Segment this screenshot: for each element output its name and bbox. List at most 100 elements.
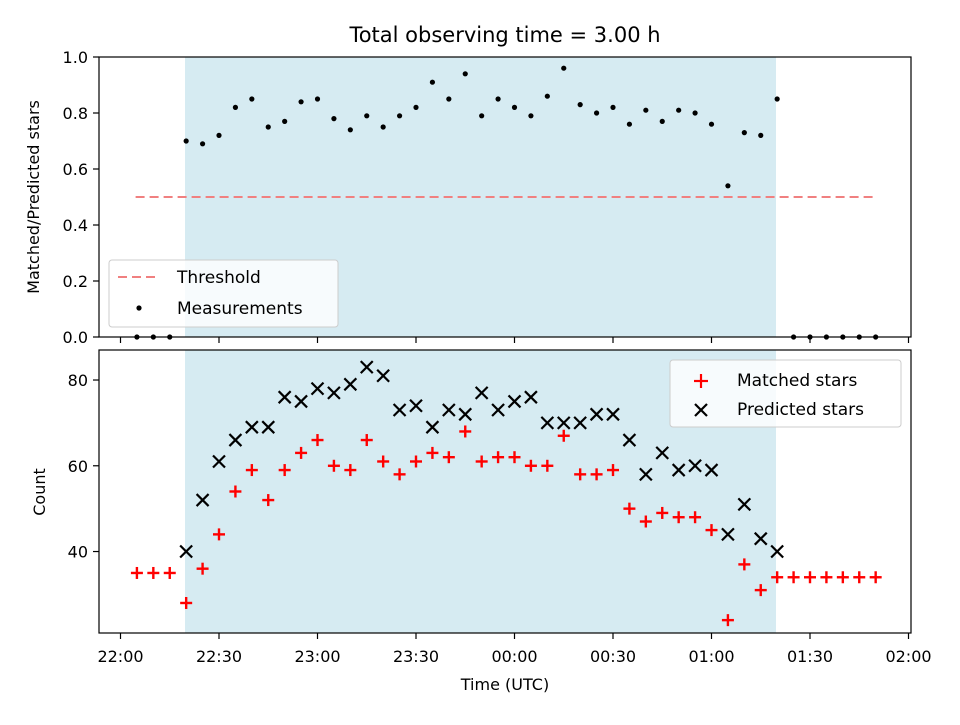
x-tick-label: 02:00 [885, 647, 931, 666]
predicted-star-point [704, 463, 719, 477]
predicted-star-point [507, 394, 522, 409]
measurement-point [380, 124, 386, 130]
count-points [130, 360, 882, 627]
matched-star-point [574, 468, 587, 481]
matched-star-point [607, 464, 619, 477]
predicted-star-point [737, 497, 752, 512]
matched-star-point [229, 485, 242, 498]
top-y-ticks: 0.0 0.2 0.4 0.6 0.8 1.0 [63, 48, 99, 347]
matched-star-point [590, 468, 603, 481]
measurement-point [544, 93, 550, 99]
top-y-tick-label: 0.6 [63, 160, 88, 179]
predicted-star-point [376, 368, 390, 383]
measurement-point [282, 118, 288, 124]
predicted-star-point [228, 433, 243, 447]
bottom-legend-box [669, 359, 902, 428]
predicted-star-point [458, 407, 473, 422]
bottom-legend: Matched stars Predicted stars [669, 359, 902, 428]
bottom-y-axis-label: Count [30, 468, 49, 516]
matched-star-point [853, 571, 866, 584]
matched-star-point [820, 571, 833, 584]
matched-star-point [738, 558, 751, 571]
measurement-point [626, 121, 633, 127]
predicted-star-point [409, 398, 423, 413]
bottom-x-ticks: 22:00 22:30 23:00 23:30 00:00 00:30 01:00 01:30… [97, 633, 932, 666]
bottom-y-tick-label: 40 [68, 543, 88, 562]
measurement-point [708, 121, 715, 127]
predicted-star-point [721, 527, 735, 542]
measurement-point [511, 104, 518, 110]
predicted-star-point [474, 386, 489, 400]
measurement-points [134, 65, 879, 340]
x-tick-label: 22:30 [196, 647, 242, 666]
x-axis-label: Time (UTC) [460, 675, 549, 694]
matched-star-point [295, 446, 308, 459]
predicted-star-point [343, 377, 358, 392]
measurement-point [479, 113, 485, 119]
matched-star-point [524, 459, 537, 472]
matched-star-point [163, 566, 176, 579]
bottom-y-ticks: 40 60 80 [68, 371, 99, 562]
x-tick-label: 01:00 [688, 647, 734, 666]
legend-matched-swatch [694, 374, 708, 388]
predicted-star-point [294, 394, 308, 409]
predicted-star-point [327, 386, 341, 400]
top-y-tick-label: 0.2 [63, 272, 88, 291]
chart-title: Total observing time = 3.00 h [348, 23, 660, 47]
bottom-panel: 40 60 80 22:00 22:30 23:00 23:30 00:00 00:30 01:… [30, 349, 932, 694]
top-x-ticks [119, 337, 910, 343]
top-legend: Threshold Measurements [108, 259, 339, 328]
legend-threshold-label: Threshold [176, 268, 261, 288]
matched-star-point [459, 425, 472, 438]
predicted-star-point [310, 381, 325, 396]
matched-star-point [541, 459, 554, 472]
matched-star-point [147, 566, 160, 579]
matched-star-point [492, 451, 505, 464]
measurement-point [249, 96, 255, 102]
top-legend-box [108, 259, 339, 328]
predicted-star-point [540, 416, 555, 430]
bottom-y-tick-label: 80 [68, 371, 88, 390]
matched-star-point [804, 571, 816, 584]
matched-star-point [196, 562, 209, 575]
matched-star-point [262, 494, 275, 507]
matched-star-point [377, 455, 390, 468]
measurement-point [265, 124, 271, 130]
x-tick-label: 23:00 [294, 647, 340, 666]
top-y-tick-label: 1.0 [63, 48, 88, 67]
predicted-star-point [359, 360, 374, 374]
matched-star-point [754, 584, 767, 597]
predicted-star-point [425, 420, 440, 434]
measurement-point [331, 116, 337, 122]
x-tick-label: 01:30 [787, 647, 833, 666]
predicted-star-point [556, 416, 571, 430]
measurement-point [659, 118, 665, 124]
legend-measurements-label: Measurements [177, 299, 303, 319]
matched-star-point [130, 566, 143, 579]
matched-star-point [245, 464, 258, 477]
bottom-axes-frame [98, 349, 912, 634]
measurement-point [528, 113, 534, 119]
predicted-star-point [491, 403, 505, 417]
predicted-star-point [671, 463, 686, 477]
x-tick-label: 23:30 [393, 647, 439, 666]
x-tick-label: 00:30 [590, 647, 636, 666]
bottom-y-tick-label: 60 [68, 457, 88, 476]
predicted-star-point [245, 420, 259, 434]
matched-star-point [278, 464, 291, 477]
measurement-point [774, 96, 780, 102]
measurement-point [298, 99, 304, 105]
matched-star-point [344, 464, 357, 477]
x-tick-label: 22:00 [97, 647, 143, 666]
matched-star-point [869, 571, 882, 584]
predicted-star-point [639, 467, 653, 482]
matched-star-point [836, 571, 849, 584]
predicted-star-point [573, 416, 587, 430]
measurement-point [347, 127, 353, 133]
measurement-point [577, 102, 583, 108]
predicted-star-point [524, 390, 538, 404]
measurement-point [643, 107, 649, 113]
matched-star-point [557, 429, 570, 442]
top-y-tick-label: 0.4 [63, 216, 88, 235]
measurement-point [199, 141, 206, 147]
